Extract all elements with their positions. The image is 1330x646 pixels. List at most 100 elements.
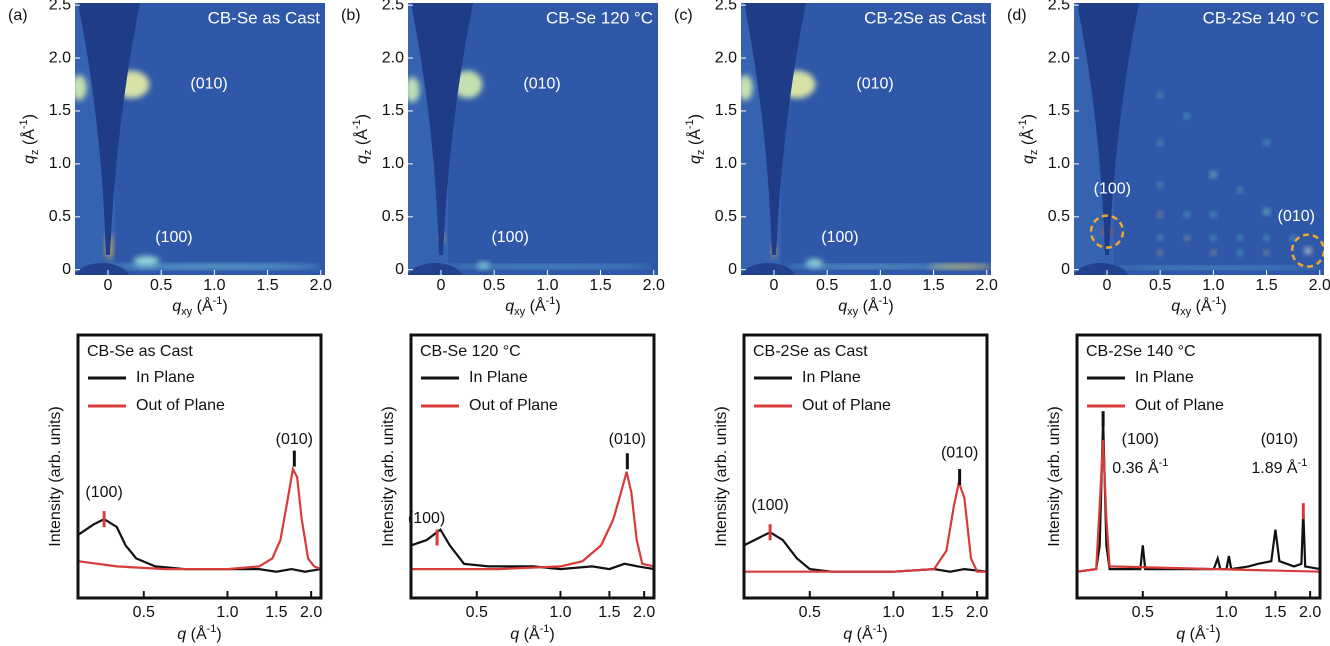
label-part: (010) bbox=[609, 431, 646, 448]
y-tick-label: 1.5 bbox=[382, 102, 404, 119]
peak-label: (100) bbox=[85, 484, 122, 501]
x-tick-label: 1.0 bbox=[1215, 604, 1237, 621]
scatter-feature bbox=[1237, 250, 1243, 255]
legend-label: Out of Plane bbox=[802, 397, 891, 414]
y-axis-label: Intensity (arb. units) bbox=[380, 406, 397, 547]
peak-label: (100) bbox=[751, 497, 788, 514]
x-tick-label: 1.5 bbox=[589, 277, 611, 294]
label-part: (100) bbox=[751, 497, 788, 514]
scatter-feature bbox=[1158, 235, 1163, 241]
x-tick-label: 2.0 bbox=[643, 277, 665, 294]
label-part: -1 bbox=[1206, 623, 1216, 635]
label-part: (Å bbox=[858, 296, 879, 315]
label-part: z bbox=[29, 150, 41, 156]
peak-label: (010) bbox=[1278, 208, 1315, 225]
y-axis-label: qz (Å-1) bbox=[18, 114, 41, 164]
scatter-feature bbox=[1264, 235, 1269, 241]
label-part: -1 bbox=[1212, 295, 1222, 307]
x-tick-label: 1.5 bbox=[265, 604, 287, 621]
x-tick-label: 2.0 bbox=[300, 604, 322, 621]
label-part: q bbox=[687, 155, 704, 164]
legend-label: In Plane bbox=[469, 369, 528, 386]
missing-wedge bbox=[410, 3, 473, 255]
x-tick-label: 0.5 bbox=[799, 604, 821, 621]
missing-wedge bbox=[743, 3, 806, 255]
x-tick-label: 0.5 bbox=[816, 277, 838, 294]
x-tick-label: 0.5 bbox=[1132, 604, 1154, 621]
peak-label: 1.89 Å-1 bbox=[1251, 457, 1307, 477]
peak-label: (100) bbox=[821, 229, 858, 246]
label-part: -1 bbox=[873, 623, 883, 635]
label-part: (100) bbox=[1122, 431, 1159, 448]
label-part: q bbox=[838, 298, 847, 315]
series-line bbox=[410, 527, 655, 571]
plot-frame bbox=[76, 333, 323, 600]
scatter-feature bbox=[784, 264, 955, 269]
panel-title: CB-Se as Cast bbox=[87, 343, 193, 360]
x-tick-label: 1.5 bbox=[931, 604, 953, 621]
y-tick-label: 2.0 bbox=[382, 49, 404, 66]
label-part: (100) bbox=[85, 484, 122, 501]
scatter-feature bbox=[452, 70, 483, 99]
scatter-feature bbox=[1263, 208, 1270, 215]
label-part: xy bbox=[847, 306, 859, 318]
x-tick-label: 1.0 bbox=[216, 604, 238, 621]
y-tick-label: 1.0 bbox=[49, 155, 71, 172]
label-part: (Å bbox=[352, 129, 371, 150]
legend-label: In Plane bbox=[802, 369, 861, 386]
scatter-feature bbox=[1184, 114, 1189, 119]
label-part: (010) bbox=[941, 445, 978, 462]
peak-label: (010) bbox=[1261, 431, 1298, 448]
x-tick-label: 1.5 bbox=[1255, 277, 1277, 294]
label-part: q bbox=[1020, 155, 1037, 164]
x-tick-label: 2.0 bbox=[1309, 277, 1330, 294]
series-line bbox=[1076, 440, 1321, 573]
scatter-feature bbox=[1158, 250, 1163, 255]
label-part: q bbox=[843, 626, 852, 643]
scatter-feature bbox=[1158, 92, 1163, 98]
panel-title: CB-Se 120 °C bbox=[546, 8, 653, 27]
label-part: (010) bbox=[276, 431, 313, 448]
peak-label: (010) bbox=[523, 76, 560, 93]
label-part: -1 bbox=[540, 623, 550, 635]
scatter-feature bbox=[1184, 235, 1189, 241]
x-axis-label: q (Å-1) bbox=[510, 623, 554, 643]
panel-label: (c) bbox=[674, 7, 693, 24]
x-tick-label: 2.0 bbox=[633, 604, 655, 621]
label-part: (Å bbox=[192, 296, 213, 315]
x-tick-label: 0.5 bbox=[483, 277, 505, 294]
x-tick-label: 1.5 bbox=[1264, 604, 1286, 621]
scatter-feature bbox=[1264, 140, 1269, 145]
series-line bbox=[743, 531, 988, 573]
label-part: q bbox=[172, 298, 181, 315]
y-tick-label: 1.5 bbox=[49, 102, 71, 119]
y-tick-label: 0.5 bbox=[382, 208, 404, 225]
y-axis-label: qz (Å-1) bbox=[351, 114, 374, 164]
y-tick-label: 1.0 bbox=[382, 155, 404, 172]
label-part: q bbox=[1171, 298, 1180, 315]
scatter-feature bbox=[408, 77, 420, 103]
x-tick-label: 1.0 bbox=[882, 604, 904, 621]
label-part: -1 bbox=[351, 119, 363, 129]
label-part: ) bbox=[354, 114, 371, 119]
panel-title: CB-2Se as Cast bbox=[753, 343, 868, 360]
label-part: 0.36 Å bbox=[1112, 458, 1159, 477]
peak-label: (010) bbox=[941, 445, 978, 462]
x-axis-label: q (Å-1) bbox=[1176, 623, 1220, 643]
label-part: ) bbox=[222, 298, 227, 315]
panel-title: CB-Se as Cast bbox=[208, 8, 321, 27]
scatter-feature bbox=[1184, 212, 1189, 217]
peak-label: (010) bbox=[276, 431, 313, 448]
label-part: -1 bbox=[879, 295, 889, 307]
x-tick-label: 0 bbox=[1103, 277, 1112, 294]
y-tick-label: 2.0 bbox=[715, 49, 737, 66]
y-tick-label: 2.5 bbox=[1048, 0, 1070, 13]
scatter-feature bbox=[1304, 247, 1312, 254]
y-tick-label: 0.5 bbox=[49, 208, 71, 225]
label-part: (Å bbox=[19, 129, 38, 150]
scatter-feature bbox=[75, 74, 87, 101]
label-part: q bbox=[505, 298, 514, 315]
beam-stop bbox=[1074, 263, 1129, 275]
label-part: -1 bbox=[18, 119, 30, 129]
